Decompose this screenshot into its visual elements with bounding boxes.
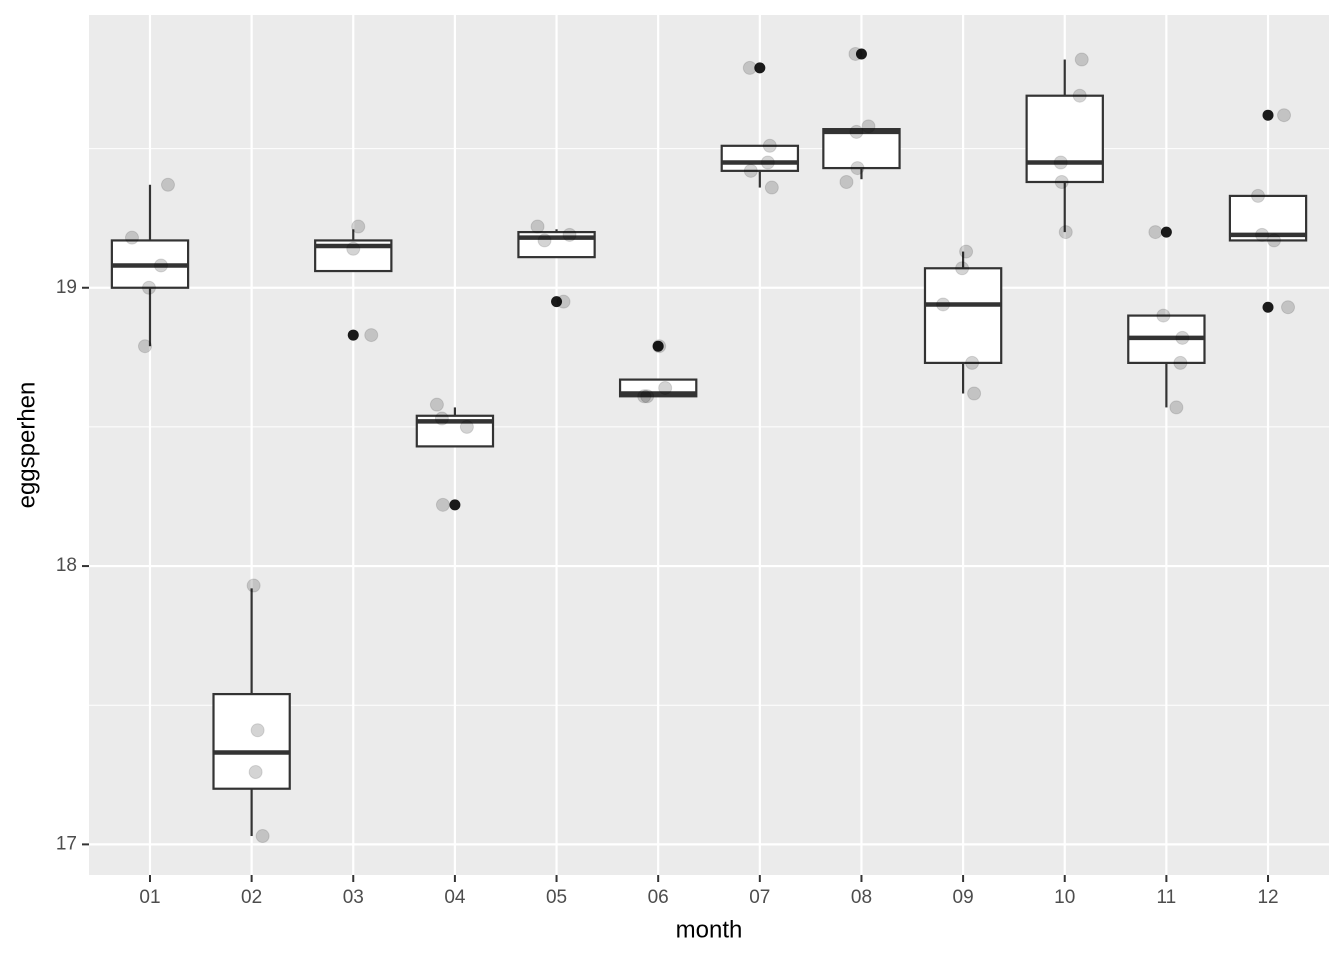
x-tick-label: 01 [139,887,160,908]
x-tick-label: 06 [648,887,669,908]
jitter-point [1267,233,1282,248]
jitter-point [153,258,168,273]
jitter-point [1169,400,1184,415]
jitter-point [955,261,970,276]
jitter-point [658,380,673,395]
jitter-point [250,723,265,738]
jitter-point [637,389,652,404]
jitter-point [255,829,270,844]
jitter-point [346,241,361,256]
jitter-point [742,60,757,75]
jitter-point [1058,225,1073,240]
x-tick-label: 09 [953,887,974,908]
jitter-point [762,138,777,153]
jitter-point [959,244,974,259]
x-tick-label: 10 [1054,887,1075,908]
x-axis-title: month [676,916,743,943]
jitter-point [124,230,139,245]
box [923,267,1003,364]
jitter-point [764,180,779,195]
x-tick-label: 08 [851,887,872,908]
x-tick-label: 04 [444,887,466,908]
jitter-point [1148,225,1163,240]
jitter-point [1074,52,1089,67]
jitter-point [850,161,865,176]
jitter-point [562,227,577,242]
jitter-point [434,411,449,426]
x-tick-label: 07 [749,887,770,908]
outlier [347,329,359,341]
outlier [1160,226,1172,238]
jitter-point [839,174,854,189]
jitter-point [640,389,655,404]
y-tick-label: 17 [56,833,77,854]
jitter-point [967,386,982,401]
jitter-point [652,339,667,354]
jitter-point [849,124,864,139]
jitter-point [1156,308,1171,323]
jitter-point [537,233,552,248]
box [822,128,901,170]
jitter-point [137,339,152,354]
outlier [551,296,563,308]
jitter-point [435,497,450,512]
y-tick-label: 18 [56,555,77,576]
jitter-point [965,355,980,370]
jitter-point [1054,174,1069,189]
jitter-point [1053,155,1068,170]
outlier [1262,109,1274,121]
x-tick-label: 03 [343,887,364,908]
y-axis-title: eggsperhen [13,382,40,509]
jitter-point [743,163,758,178]
jitter-point [530,219,545,234]
jitter-point [1277,108,1292,123]
x-tick-label: 11 [1157,887,1177,908]
box [212,692,291,790]
jitter-point [1072,88,1087,103]
jitter-point [1251,188,1266,203]
jitter-point [429,397,444,412]
y-tick-label: 19 [56,277,77,298]
jitter-point [1175,330,1190,345]
jitter-point [141,280,156,295]
jitter-point [1173,355,1188,370]
jitter-point [556,294,571,309]
outlier [754,62,766,74]
box [1025,94,1104,184]
jitter-point [936,297,951,312]
outlier [855,48,867,60]
outlier [652,340,664,352]
outlier [1262,301,1274,313]
jitter-point [848,46,863,61]
x-tick-label: 02 [241,887,262,908]
box [720,144,800,172]
jitter-point [1281,300,1296,315]
jitter-point [861,119,876,134]
jitter-point [246,578,261,593]
jitter-point [351,219,366,234]
jitter-point [459,419,474,434]
jitter-point [160,177,175,192]
x-tick-label: 05 [546,887,567,908]
panel [89,15,1329,875]
jitter-point [248,765,263,780]
jitter-point [760,155,775,170]
outlier [449,499,461,511]
jitter-point [364,328,379,343]
jitter-point [1255,227,1270,242]
marks [110,46,1308,844]
x-tick-label: 12 [1257,887,1278,908]
